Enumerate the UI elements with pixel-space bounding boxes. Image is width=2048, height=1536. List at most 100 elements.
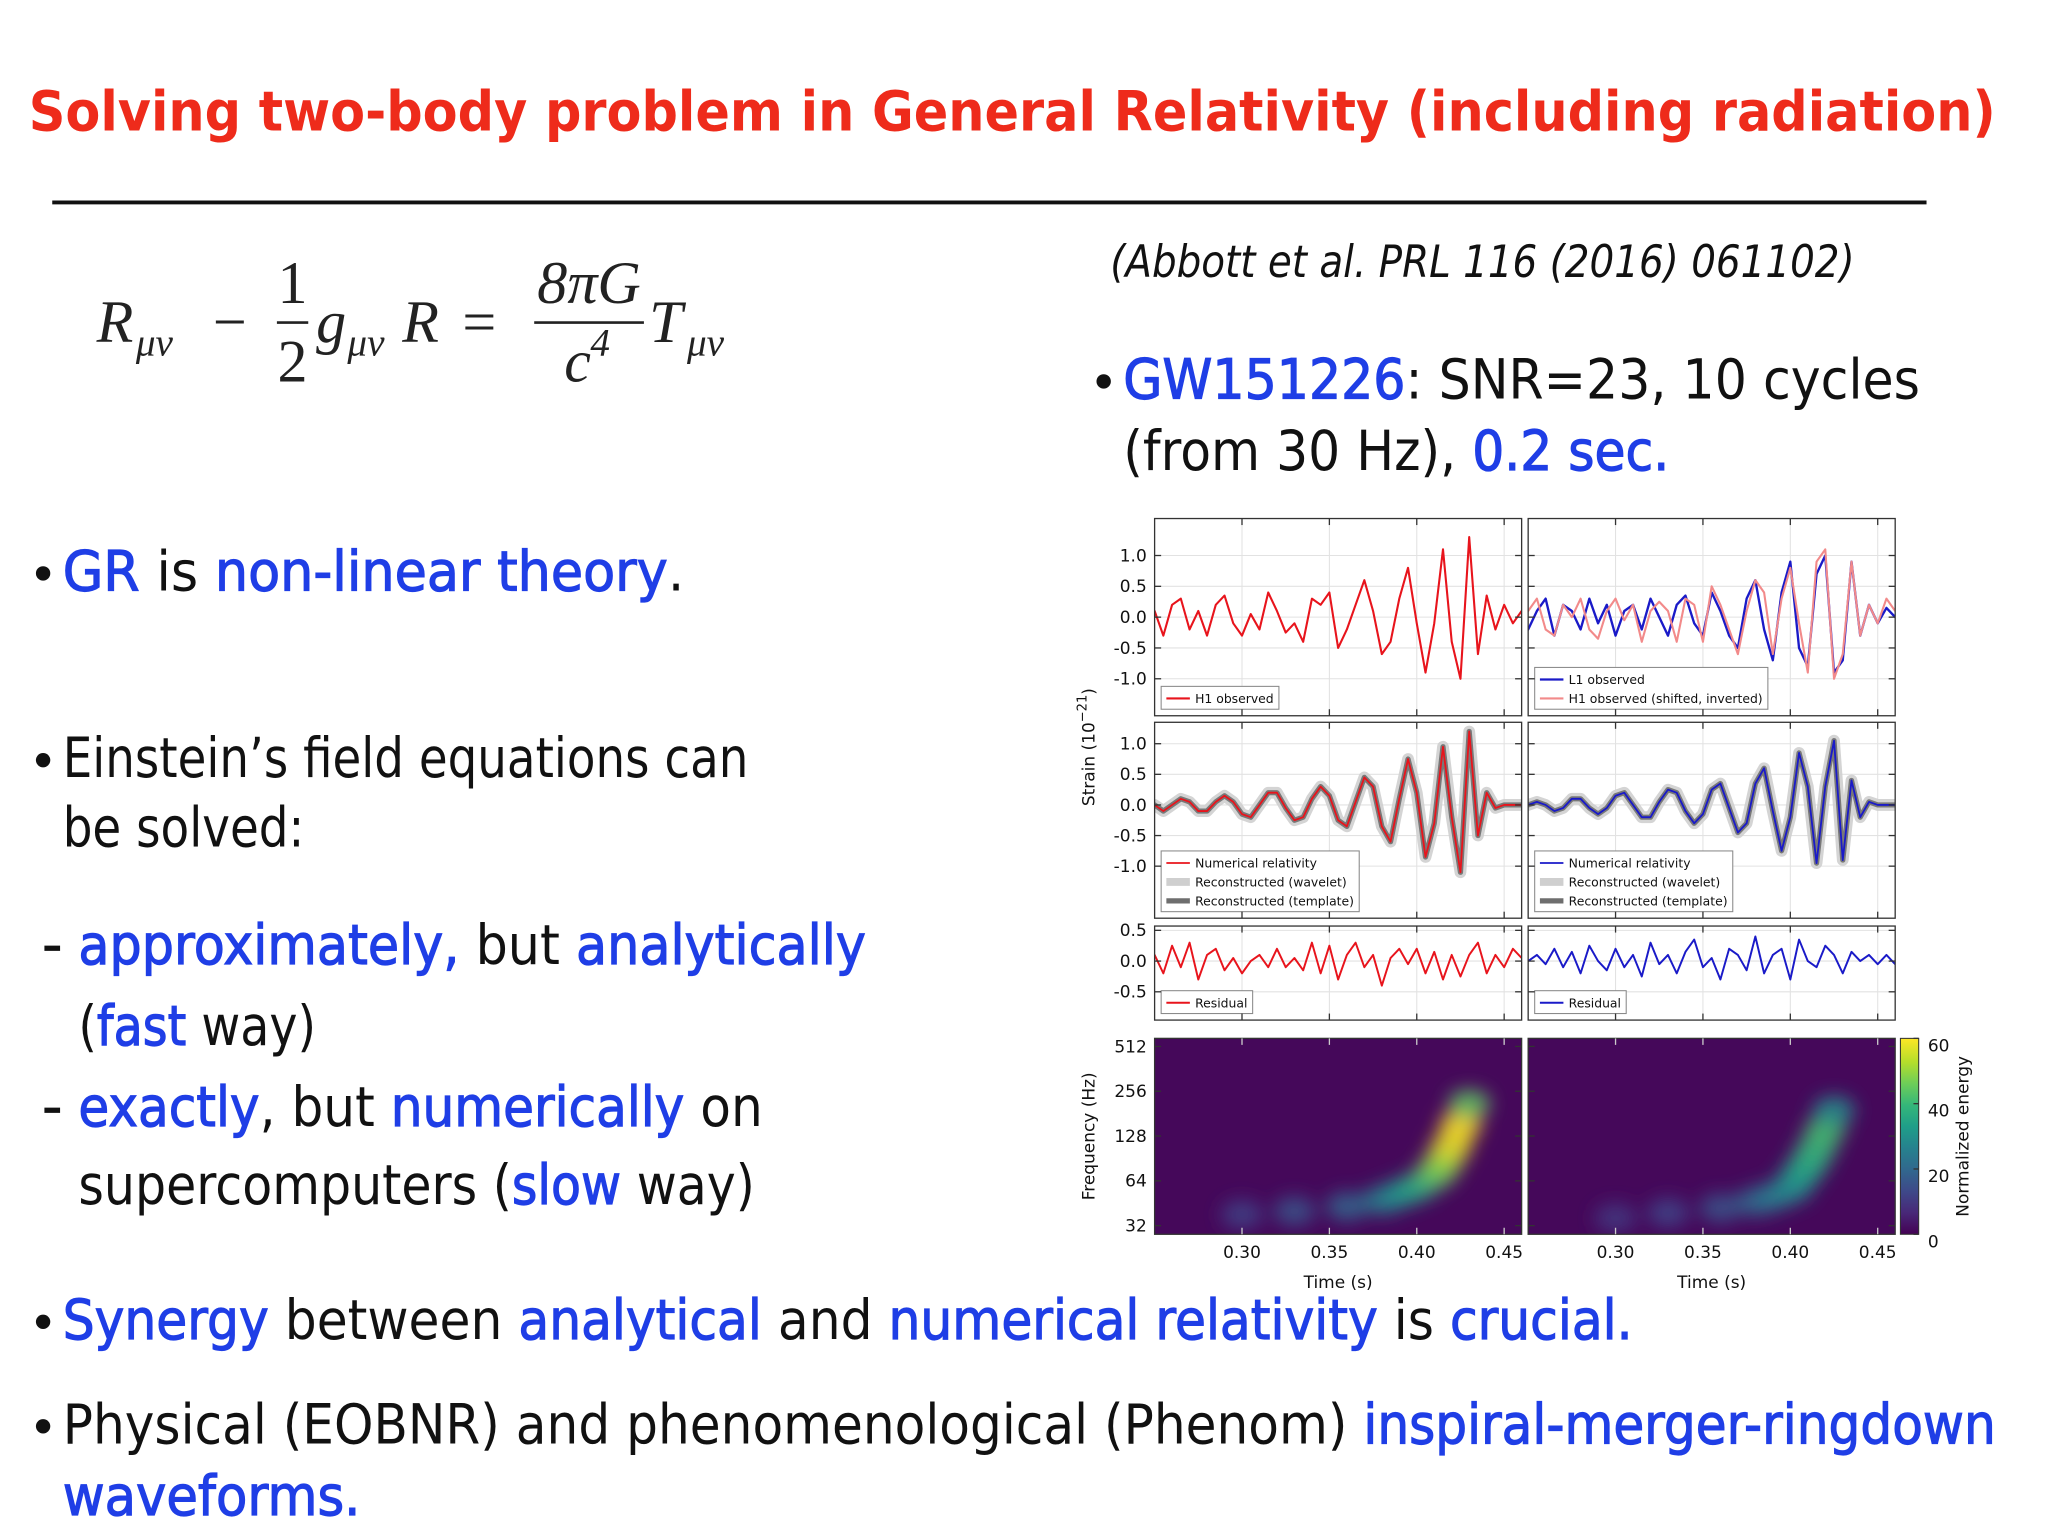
text-segment: way) xyxy=(621,1153,755,1217)
text-segment: way) xyxy=(186,994,316,1058)
legend-box xyxy=(1534,850,1734,913)
text-line: Einstein’s field equations can xyxy=(63,726,749,790)
highlighted-text: GW151226 xyxy=(1123,347,1405,411)
figure: H1 observed 1.0 0.5 0.0 -0.5 -1.0 L1 observed H… xyxy=(1076,517,1973,1293)
eq-denominator: c xyxy=(564,327,591,394)
text-segment: (from 30 Hz), xyxy=(1123,419,1472,483)
legend-label: Numerical relativity xyxy=(1195,856,1317,871)
x-tick-label: 0.35 xyxy=(1310,1243,1348,1263)
y-tick-label: 512 xyxy=(1114,1037,1146,1057)
colorbar-tick-label: 40 xyxy=(1928,1102,1950,1122)
y-tick-label: 1.0 xyxy=(1120,546,1147,566)
colorbar xyxy=(1899,1037,1920,1235)
x-tick-label: 0.35 xyxy=(1684,1243,1722,1263)
eq-subscript: μν xyxy=(346,321,385,364)
bullet-marker xyxy=(35,1314,51,1329)
eq-symbol: T xyxy=(649,288,686,355)
text-segment: Physical (EOBNR) and phenomenological (P… xyxy=(63,1392,1364,1456)
spectrogram-blob xyxy=(1325,1192,1368,1221)
panel-frame xyxy=(1153,721,1523,919)
text-line: Physical (EOBNR) and phenomenological (P… xyxy=(63,1392,1996,1456)
waveform-line xyxy=(1154,730,1522,874)
highlighted-text: waveforms. xyxy=(63,1464,361,1528)
eq-symbol: g xyxy=(316,288,346,355)
spectrogram-track xyxy=(1221,1089,1491,1229)
highlighted-text: numerical relativity xyxy=(889,1288,1378,1352)
panel-frame xyxy=(1153,925,1523,1021)
x-tick-label: 0.40 xyxy=(1771,1243,1809,1263)
legend-box xyxy=(1534,990,1627,1015)
highlighted-text: analytically xyxy=(576,913,866,977)
legend-box xyxy=(1160,685,1280,710)
legend-box xyxy=(1160,990,1254,1015)
text-segment: . xyxy=(668,539,685,603)
x-axis-label: Time (s) xyxy=(1303,1273,1373,1293)
y-tick-label: 0.5 xyxy=(1120,765,1147,785)
text-segment: but xyxy=(459,913,576,977)
x-tick-label: 0.40 xyxy=(1398,1243,1436,1263)
spectrogram-blob xyxy=(1647,1198,1689,1228)
highlighted-text: 0.2 sec. xyxy=(1472,419,1669,483)
label-part: ) xyxy=(1080,688,1100,695)
panel xyxy=(1528,722,1896,919)
y-tick-label: -0.5 xyxy=(1114,826,1147,846)
text-segment: Einstein’s field equations can xyxy=(63,726,749,790)
legend-label: Reconstructed (template) xyxy=(1569,893,1728,908)
y-tick-label: 128 xyxy=(1114,1127,1146,1147)
text-line: GW151226: SNR=23, 10 cycles xyxy=(1123,347,1920,411)
highlighted-text: numerically xyxy=(391,1075,685,1139)
y-tick-label: 0.5 xyxy=(1120,577,1147,597)
text-segment: on xyxy=(684,1075,762,1139)
text-segment: , but xyxy=(260,1075,391,1139)
eq-subscript: μν xyxy=(686,321,725,364)
highlighted-text: non-linear theory xyxy=(215,539,668,603)
citation: (Abbott et al. PRL 116 (2016) 061102) xyxy=(1110,237,1854,288)
eq-subscript: μν xyxy=(135,321,174,364)
text-segment: supercomputers ( xyxy=(78,1153,512,1217)
eq-superscript: 4 xyxy=(590,321,610,364)
x-tick-label: 0.30 xyxy=(1223,1243,1261,1263)
bullet-marker xyxy=(35,566,51,581)
colorbar-label: Normalized energy xyxy=(1953,1056,1973,1217)
y-tick-label: 1.0 xyxy=(1120,735,1147,755)
legend-label: Residual xyxy=(1569,995,1621,1010)
equation: R μν − 1 2 g μν R = 8πG c 4 T μν xyxy=(96,249,725,394)
legend-label: L1 observed xyxy=(1569,672,1645,687)
highlighted-text: approximately, xyxy=(78,913,459,977)
bullet-marker xyxy=(1096,374,1111,389)
text-line: (from 30 Hz), 0.2 sec. xyxy=(1123,419,1669,483)
spectrogram-blob xyxy=(1594,1203,1637,1233)
x-tick-label: 0.45 xyxy=(1859,1243,1897,1263)
waveform-line xyxy=(1528,739,1896,865)
y-tick-label: 0.5 xyxy=(1120,921,1147,941)
eq-numerator: 1 xyxy=(278,249,308,316)
panel xyxy=(1154,1038,1522,1235)
legend-label: Numerical relativity xyxy=(1569,856,1691,871)
y-tick-label: 0.0 xyxy=(1120,608,1147,628)
highlighted-text: fast xyxy=(97,994,186,1058)
text-line: waveforms. xyxy=(63,1464,361,1528)
x-tick-label: 0.45 xyxy=(1485,1243,1523,1263)
legend-label: H1 observed xyxy=(1195,691,1274,706)
bullet-marker xyxy=(35,752,51,768)
x-tick-label: 0.30 xyxy=(1597,1243,1635,1263)
spectrogram-blob xyxy=(1439,1111,1482,1141)
y-tick-label: 256 xyxy=(1114,1082,1146,1102)
text-line: GR is non-linear theory. xyxy=(63,539,685,603)
waveform-line xyxy=(1528,548,1896,680)
y-tick-label: -0.5 xyxy=(1114,639,1147,659)
y-tick-label: 0.0 xyxy=(1120,952,1147,972)
legend-box xyxy=(1160,850,1360,913)
highlighted-text: analytical xyxy=(518,1288,762,1352)
legend-label: Reconstructed (wavelet) xyxy=(1195,875,1347,890)
text-segment: is xyxy=(140,539,215,603)
text-segment: between xyxy=(269,1288,519,1352)
text-segment: : SNR=23, 10 cycles xyxy=(1405,347,1920,411)
legend-label: Reconstructed (wavelet) xyxy=(1569,875,1721,890)
text-line: supercomputers (slow way) xyxy=(78,1153,755,1217)
highlighted-text: GR xyxy=(63,539,140,603)
eq-symbol: R xyxy=(96,288,134,355)
highlighted-text: Synergy xyxy=(63,1288,269,1352)
